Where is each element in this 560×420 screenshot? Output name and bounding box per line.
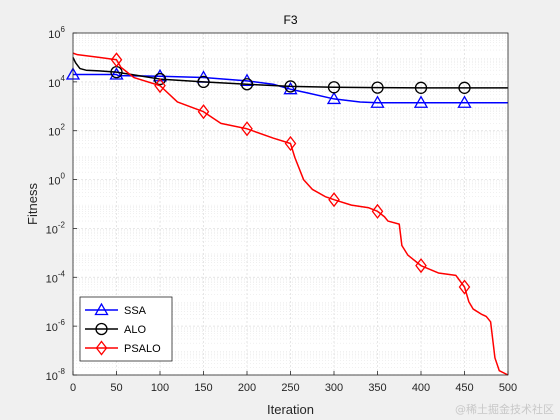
legend-entry-alo: ALO xyxy=(85,322,146,336)
x-tick-label: 350 xyxy=(368,382,386,394)
psalo-marker xyxy=(110,52,123,68)
alo-marker xyxy=(458,81,471,94)
legend-label: ALO xyxy=(124,324,146,336)
legend-swatch-marker xyxy=(94,302,109,316)
alo-marker xyxy=(197,75,210,89)
axes: 0 50 100 150 200 250 300 350 400 450 500 10-8 10-6 10… xyxy=(46,25,518,394)
legend-swatch-marker xyxy=(95,322,108,336)
y-axis-label: Fitness xyxy=(25,183,40,225)
x-tick-label: 300 xyxy=(325,382,343,394)
legend-entry-psalo: PSALO xyxy=(85,340,161,356)
alo-marker xyxy=(371,81,384,94)
psalo-marker xyxy=(241,121,253,137)
legend: SSA ALO PSALO xyxy=(79,296,173,362)
x-tick-label: 200 xyxy=(238,382,256,394)
psalo-marker xyxy=(415,258,427,274)
ssa-marker xyxy=(283,81,298,95)
legend-label: PSALO xyxy=(124,343,161,355)
ssa-marker xyxy=(370,95,385,108)
legend-swatch-marker xyxy=(95,340,108,356)
ssa-marker xyxy=(457,95,472,108)
x-tick-label: 50 xyxy=(110,382,122,394)
alo-marker xyxy=(327,81,341,94)
psalo-marker xyxy=(458,279,471,295)
y-tick-label: 10-8 xyxy=(46,367,66,383)
psalo-marker xyxy=(197,104,210,120)
x-tick-label: 100 xyxy=(151,382,169,394)
ssa-marker xyxy=(109,67,124,80)
x-tick-label: 150 xyxy=(194,382,212,394)
series-psalo xyxy=(72,52,509,376)
y-tick-label: 10-4 xyxy=(46,269,66,285)
legend-label: SSA xyxy=(124,305,147,317)
x-tick-label: 400 xyxy=(412,382,430,394)
y-tick-label: 106 xyxy=(48,25,65,41)
ssa-marker xyxy=(326,91,342,105)
alo-marker xyxy=(284,80,297,93)
x-axis-label: Iteration xyxy=(267,402,314,417)
alo-line xyxy=(72,57,508,89)
y-tick-label: 10-6 xyxy=(46,318,66,334)
y-tick-label: 104 xyxy=(48,74,65,90)
legend-entry-ssa: SSA xyxy=(85,302,147,317)
y-tick-label: 10-2 xyxy=(46,220,66,236)
chart-title: F3 xyxy=(283,13,297,27)
y-tick-label: 100 xyxy=(48,172,65,188)
watermark: @稀土掘金技术社区 xyxy=(455,403,554,416)
psalo-marker xyxy=(154,78,166,94)
x-tick-label: 0 xyxy=(70,382,76,394)
series-alo xyxy=(72,57,508,94)
x-tick-label: 250 xyxy=(281,382,299,394)
x-tick-label: 450 xyxy=(455,382,473,394)
psalo-marker xyxy=(328,192,340,208)
series-group xyxy=(65,52,509,376)
ssa-marker xyxy=(152,68,168,82)
x-tick-label: 500 xyxy=(499,382,517,394)
alo-marker xyxy=(153,72,167,86)
alo-marker xyxy=(240,78,254,91)
ssa-marker xyxy=(413,95,429,108)
psalo-marker xyxy=(284,135,297,152)
y-tick-label: 102 xyxy=(48,123,65,139)
alo-marker xyxy=(414,81,428,94)
psalo-marker xyxy=(371,203,384,219)
